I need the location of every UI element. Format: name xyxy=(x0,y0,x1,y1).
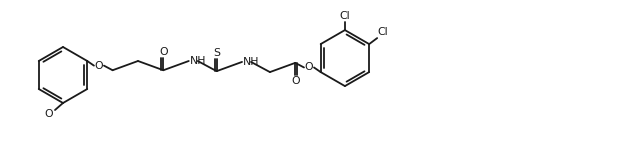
Text: O: O xyxy=(159,47,168,57)
Text: O: O xyxy=(94,61,103,71)
Text: Cl: Cl xyxy=(378,27,389,37)
Text: O: O xyxy=(305,62,313,73)
Text: S: S xyxy=(213,48,220,58)
Text: O: O xyxy=(291,76,300,86)
Text: O: O xyxy=(45,109,54,119)
Text: NH: NH xyxy=(243,57,260,67)
Text: NH: NH xyxy=(189,56,206,66)
Text: Cl: Cl xyxy=(339,11,350,21)
